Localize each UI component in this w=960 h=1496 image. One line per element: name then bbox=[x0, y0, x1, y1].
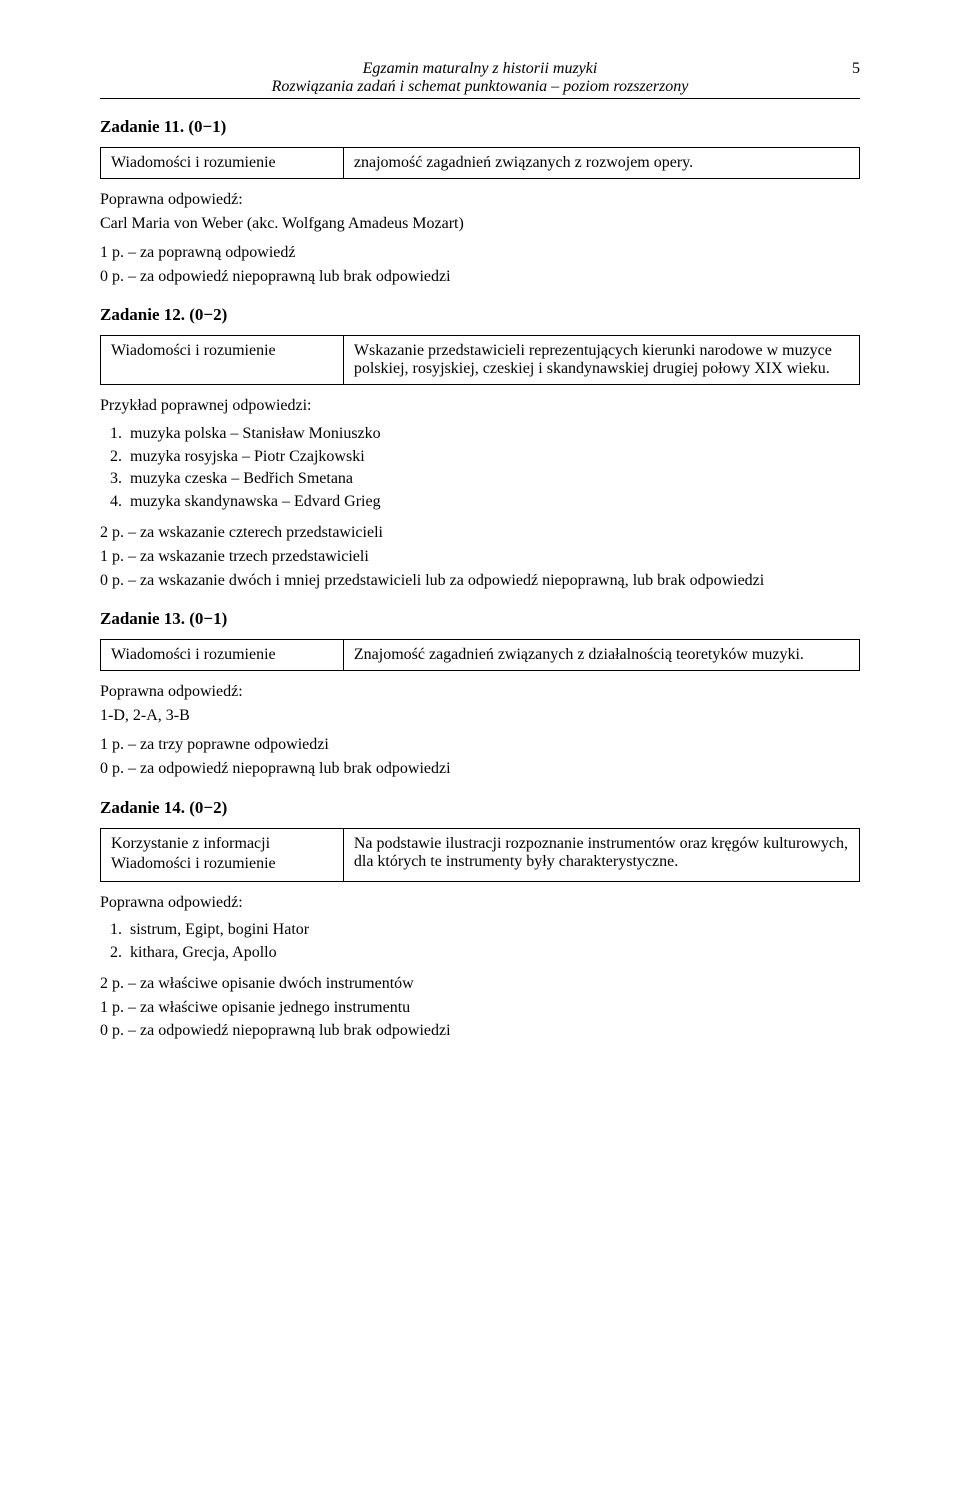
zadanie-11-title: Zadanie 11. (0−1) bbox=[100, 117, 860, 137]
list-item: muzyka rosyjska – Piotr Czajkowski bbox=[126, 446, 860, 468]
page-number: 5 bbox=[852, 60, 860, 78]
table-row: Wiadomości i rozumienie znajomość zagadn… bbox=[101, 148, 860, 179]
table-row: Wiadomości i rozumienie Wskazanie przeds… bbox=[101, 336, 860, 385]
poprawna-label: Poprawna odpowiedź: bbox=[100, 892, 860, 914]
score-line: 0 p. – za odpowiedź niepoprawną lub brak… bbox=[100, 266, 860, 288]
header-line-2: Rozwiązania zadań i schemat punktowania … bbox=[100, 78, 860, 96]
poprawna-label: Poprawna odpowiedź: bbox=[100, 681, 860, 703]
score-line: 2 p. – za wskazanie czterech przedstawic… bbox=[100, 522, 860, 544]
score-line: 1 p. – za wskazanie trzech przedstawicie… bbox=[100, 546, 860, 568]
table-row: Korzystanie z informacji Wiadomości i ro… bbox=[101, 828, 860, 881]
zadanie-13-left: Wiadomości i rozumienie bbox=[101, 640, 344, 671]
zadanie-12-table: Wiadomości i rozumienie Wskazanie przeds… bbox=[100, 335, 860, 385]
score-line: 0 p. – za wskazanie dwóch i mniej przeds… bbox=[100, 570, 860, 592]
zadanie-11-right: znajomość zagadnień związanych z rozwoje… bbox=[343, 148, 859, 179]
zadanie-11-body: Poprawna odpowiedź: Carl Maria von Weber… bbox=[100, 189, 860, 287]
list-item: sistrum, Egipt, bogini Hator bbox=[126, 919, 860, 941]
zadanie-12-list: muzyka polska – Stanisław Moniuszko muzy… bbox=[100, 423, 860, 512]
zadanie-13-right: Znajomość zagadnień związanych z działal… bbox=[343, 640, 859, 671]
score-line: 1 p. – za właściwe opisanie jednego inst… bbox=[100, 997, 860, 1019]
zadanie-13-table: Wiadomości i rozumienie Znajomość zagadn… bbox=[100, 639, 860, 671]
score-line: 0 p. – za odpowiedź niepoprawną lub brak… bbox=[100, 758, 860, 780]
page-header: Egzamin maturalny z historii muzyki Rozw… bbox=[100, 60, 860, 99]
score-line: 1 p. – za trzy poprawne odpowiedzi bbox=[100, 734, 860, 756]
page-container: Egzamin maturalny z historii muzyki Rozw… bbox=[0, 0, 960, 1104]
zadanie-11-left: Wiadomości i rozumienie bbox=[101, 148, 344, 179]
list-item: muzyka polska – Stanisław Moniuszko bbox=[126, 423, 860, 445]
poprawna-label: Poprawna odpowiedź: bbox=[100, 189, 860, 211]
zadanie-13-title: Zadanie 13. (0−1) bbox=[100, 609, 860, 629]
list-item: muzyka czeska – Bedřich Smetana bbox=[126, 468, 860, 490]
zadanie-14-list: sistrum, Egipt, bogini Hator kithara, Gr… bbox=[100, 919, 860, 963]
score-line: 2 p. – za właściwe opisanie dwóch instru… bbox=[100, 973, 860, 995]
score-line: 0 p. – za odpowiedź niepoprawną lub brak… bbox=[100, 1020, 860, 1042]
zadanie-14-left2: Wiadomości i rozumienie bbox=[111, 855, 333, 873]
zadanie-14-title: Zadanie 14. (0−2) bbox=[100, 798, 860, 818]
zadanie-12-right: Wskazanie przedstawicieli reprezentujący… bbox=[343, 336, 859, 385]
zadanie-14-left: Korzystanie z informacji Wiadomości i ro… bbox=[101, 828, 344, 881]
zadanie-14-right: Na podstawie ilustracji rozpoznanie inst… bbox=[343, 828, 859, 881]
zadanie-14-body: Poprawna odpowiedź: sistrum, Egipt, bogi… bbox=[100, 892, 860, 1043]
zadanie-13-body: Poprawna odpowiedź: 1-D, 2-A, 3-B 1 p. –… bbox=[100, 681, 860, 779]
zadanie-11-table: Wiadomości i rozumienie znajomość zagadn… bbox=[100, 147, 860, 179]
score-line: 1 p. – za poprawną odpowiedź bbox=[100, 242, 860, 264]
zadanie-12-left: Wiadomości i rozumienie bbox=[101, 336, 344, 385]
list-item: kithara, Grecja, Apollo bbox=[126, 942, 860, 964]
zadanie-14-left1: Korzystanie z informacji bbox=[111, 835, 333, 853]
table-row: Wiadomości i rozumienie Znajomość zagadn… bbox=[101, 640, 860, 671]
header-line-1: Egzamin maturalny z historii muzyki bbox=[100, 60, 860, 78]
zadanie-11-answer: Carl Maria von Weber (akc. Wolfgang Amad… bbox=[100, 213, 860, 235]
list-item: muzyka skandynawska – Edvard Grieg bbox=[126, 491, 860, 513]
zadanie-14-table: Korzystanie z informacji Wiadomości i ro… bbox=[100, 828, 860, 882]
zadanie-12-body: Przykład poprawnej odpowiedzi: muzyka po… bbox=[100, 395, 860, 591]
przyklad-label: Przykład poprawnej odpowiedzi: bbox=[100, 395, 860, 417]
zadanie-12-title: Zadanie 12. (0−2) bbox=[100, 305, 860, 325]
zadanie-13-answer: 1-D, 2-A, 3-B bbox=[100, 705, 860, 727]
